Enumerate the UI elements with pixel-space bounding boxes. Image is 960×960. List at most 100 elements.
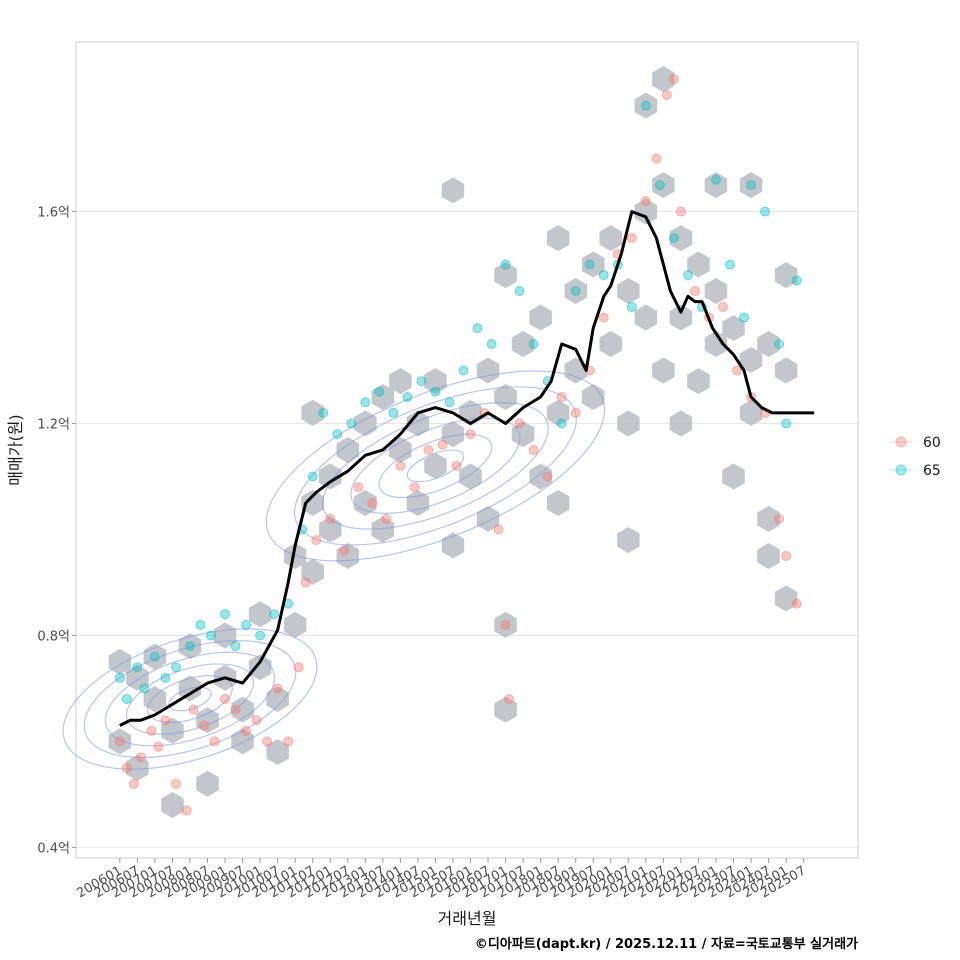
scatter-point-65 — [598, 270, 609, 281]
scatter-point-60 — [640, 195, 651, 206]
y-tick-label: 1.2억 — [37, 418, 70, 433]
y-tick-label: 0.8억 — [37, 629, 70, 644]
scatter-point-65 — [230, 641, 241, 652]
scatter-point-60 — [668, 74, 679, 85]
scatter-point-60 — [500, 619, 511, 630]
scatter-point-65 — [774, 339, 785, 350]
hex-bin — [529, 304, 552, 331]
scatter-point-60 — [514, 418, 525, 429]
hex-bin — [757, 505, 780, 532]
contour-line — [62, 628, 318, 770]
scatter-point-65 — [739, 312, 750, 323]
hex-bin — [599, 331, 622, 357]
hex-bin — [511, 331, 535, 357]
hex-bin — [704, 278, 728, 304]
scatter-point-60 — [293, 662, 304, 673]
contour-line — [378, 433, 493, 499]
scatter-point-65 — [486, 339, 497, 350]
contour-line — [293, 386, 577, 546]
hex-bin — [441, 421, 465, 448]
scatter-point-65 — [570, 286, 581, 297]
scatter-point-65 — [500, 259, 511, 270]
hex-bin — [248, 601, 272, 628]
scatter-point-65 — [346, 418, 357, 429]
scatter-point-65 — [654, 180, 665, 191]
legend-swatch-60 — [895, 436, 907, 448]
hex-bin — [143, 686, 167, 712]
scatter-point-65 — [640, 100, 651, 111]
scatter-point-65 — [374, 386, 385, 397]
contour-line — [147, 675, 233, 724]
hex-bin — [722, 463, 745, 490]
scatter-point-60 — [675, 206, 686, 217]
hex-bin — [617, 278, 640, 304]
scatter-point-65 — [241, 619, 252, 630]
trend-line-layer — [119, 210, 815, 727]
x-axis-title: 거래년월 — [438, 909, 497, 928]
scatter-point-65 — [269, 609, 280, 620]
scatter-point-60 — [556, 392, 567, 403]
hex-bin — [283, 611, 307, 638]
scatter-point-60 — [325, 513, 336, 524]
hex-bin — [441, 177, 465, 204]
scatter-point-65 — [195, 619, 206, 630]
hex-bins — [108, 66, 798, 818]
x-axis: 2006012006072007012007072008012008072009… — [74, 858, 809, 901]
hex-bin — [669, 410, 693, 437]
hex-bin — [266, 686, 289, 712]
hex-bin — [617, 527, 640, 554]
scatter-point-60 — [353, 482, 364, 493]
scatter-point-65 — [760, 206, 771, 217]
scatter-point-65 — [746, 180, 757, 191]
scatter-point-65 — [206, 630, 217, 641]
scatter-point-60 — [170, 778, 181, 789]
legend-swatch-65 — [895, 464, 907, 476]
scatter-point-60 — [251, 715, 262, 726]
scatter-point-65 — [220, 609, 231, 620]
hex-bin — [494, 611, 517, 638]
hex-bin — [336, 543, 359, 569]
scatter-point-65 — [556, 418, 567, 429]
scatter-point-65 — [430, 386, 441, 397]
scatter-point-60 — [160, 715, 171, 726]
hex-bin — [389, 368, 412, 395]
scatter-point-65 — [402, 392, 413, 403]
hex-bin — [634, 198, 658, 225]
scatter-point-60 — [395, 460, 406, 471]
hex-bin — [669, 304, 693, 331]
hex-bin — [319, 463, 342, 490]
hex-bin — [617, 410, 640, 437]
scatter-points — [114, 74, 802, 816]
hex-bin — [301, 399, 324, 426]
hex-bin — [354, 490, 377, 516]
hex-bin — [231, 696, 254, 723]
scatter-point-60 — [311, 535, 322, 546]
scatter-point-60 — [230, 704, 241, 715]
hex-bin — [739, 399, 763, 426]
scatter-point-60 — [542, 471, 553, 482]
scatter-point-65 — [781, 418, 792, 429]
hex-bin — [494, 262, 517, 289]
scatter-point-60 — [423, 445, 434, 455]
hex-bin — [564, 278, 587, 304]
contour-line — [265, 370, 606, 562]
hex-bin — [652, 66, 675, 93]
hex-bin — [652, 172, 675, 199]
scatter-point-60 — [272, 683, 283, 694]
scatter-point-60 — [689, 286, 700, 297]
scatter-point-65 — [114, 672, 125, 683]
scatter-point-60 — [651, 153, 662, 164]
caption: ©디아파트(dapt.kr) / 2025.12.11 / 자료=국토교통부 실… — [475, 936, 858, 952]
scatter-point-60 — [300, 577, 311, 588]
scatter-point-65 — [160, 672, 171, 683]
hex-bin — [283, 543, 307, 569]
hex-bin — [687, 251, 710, 278]
scatter-point-60 — [381, 513, 392, 524]
scatter-point-65 — [444, 397, 455, 408]
hex-bin — [424, 452, 447, 479]
scatter-point-60 — [774, 513, 785, 524]
scatter-point-60 — [732, 365, 743, 376]
scatter-point-65 — [710, 174, 721, 185]
scatter-point-65 — [132, 662, 143, 673]
